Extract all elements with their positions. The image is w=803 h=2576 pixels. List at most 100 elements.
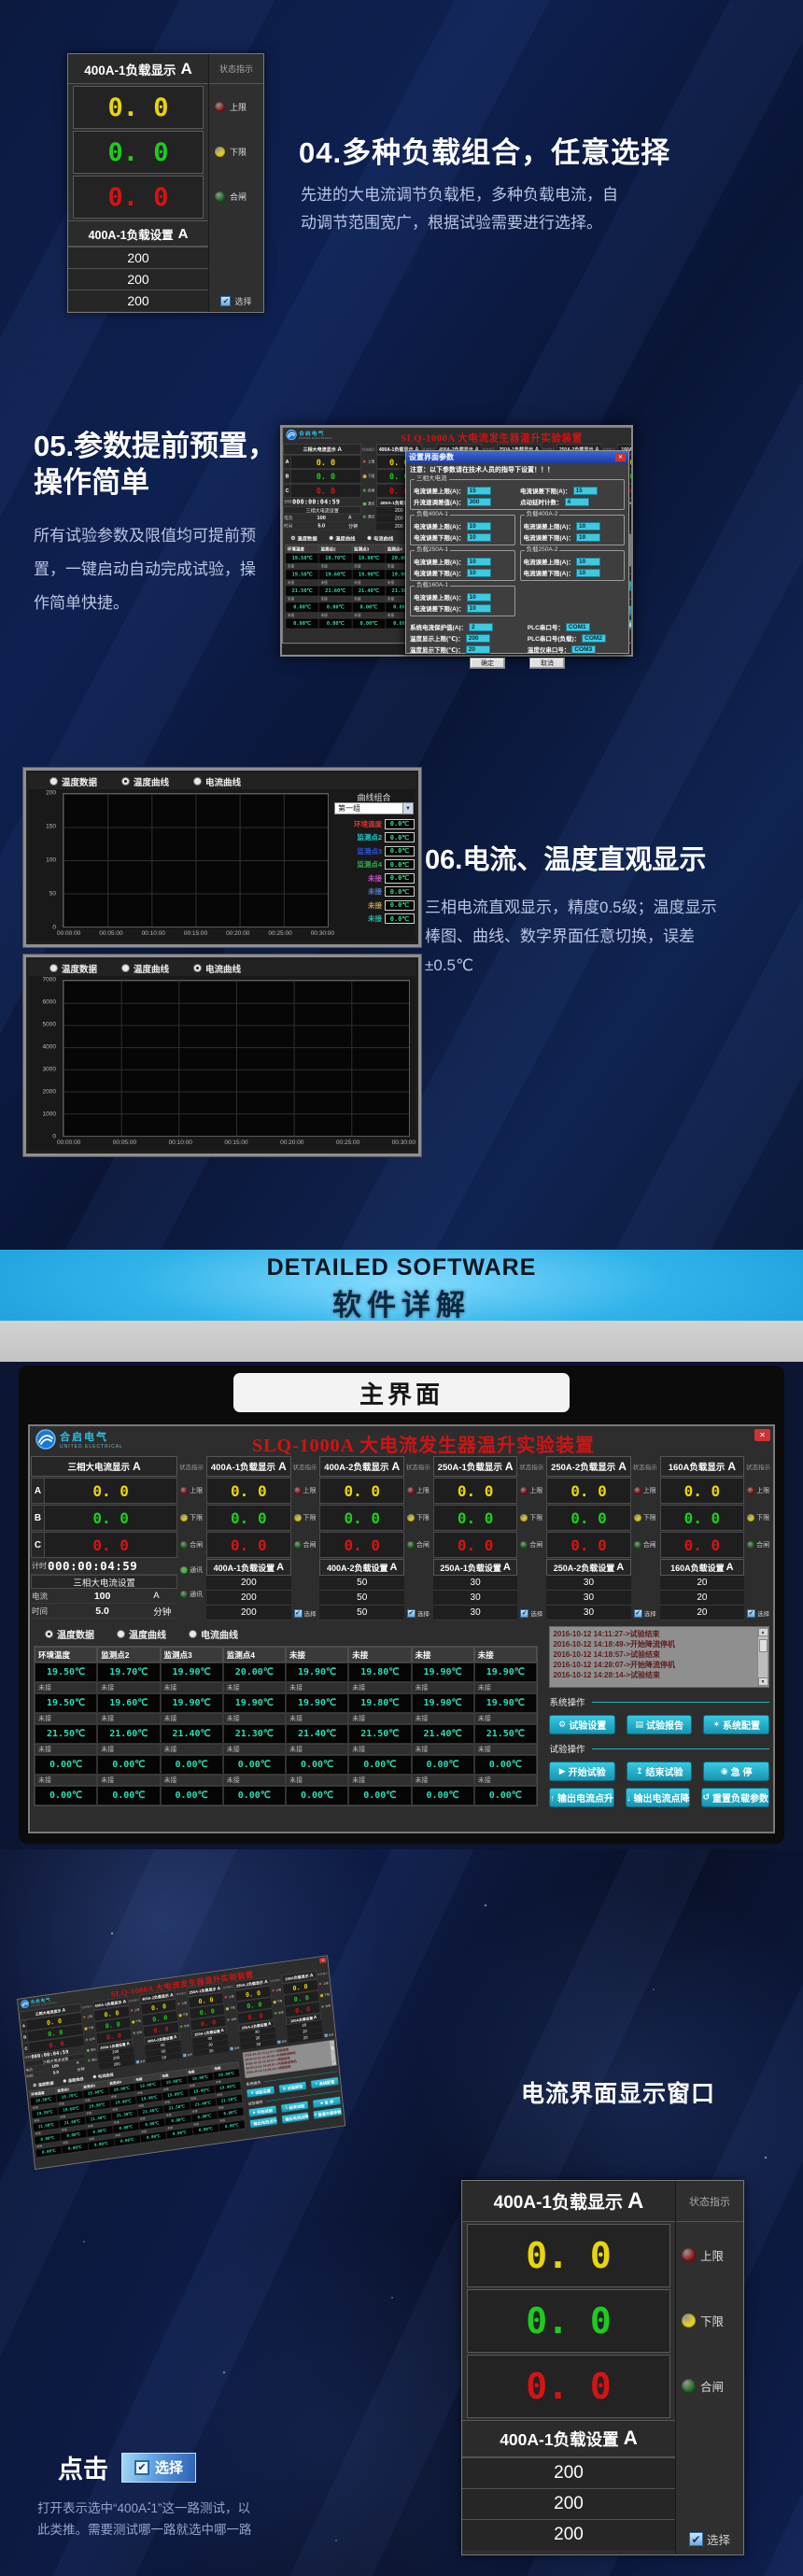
- load-setting-value[interactable]: 200: [68, 290, 208, 311]
- load-setting-value[interactable]: 200: [462, 2488, 675, 2519]
- chart-tab[interactable]: 温度数据: [49, 775, 97, 788]
- load-setting-value[interactable]: 200: [376, 522, 422, 531]
- field-value[interactable]: 10: [466, 592, 491, 602]
- scroll-up-button[interactable]: ▲: [329, 2040, 334, 2045]
- chart-tab[interactable]: 电流曲线: [193, 962, 241, 975]
- scroll-thumb[interactable]: [758, 1639, 768, 1652]
- field-value[interactable]: 10: [576, 557, 601, 566]
- view-tab[interactable]: 温度数据: [290, 534, 317, 542]
- load-setting-value[interactable]: 200: [376, 515, 422, 523]
- setting-value[interactable]: 5.0: [95, 1605, 109, 1617]
- scroll-down-button[interactable]: ▼: [331, 2060, 337, 2066]
- setting-value[interactable]: 100: [93, 1590, 111, 1602]
- load-setting-value[interactable]: 200: [206, 1576, 291, 1591]
- load-setting-value[interactable]: 200: [206, 1591, 291, 1606]
- chart-tab[interactable]: 温度曲线: [121, 962, 169, 975]
- view-tab[interactable]: 温度曲线: [329, 534, 355, 542]
- stop-test-button[interactable]: ↥结束试验: [626, 1762, 693, 1781]
- select-checkbox[interactable]: ✔: [134, 2459, 149, 2475]
- field-value[interactable]: 10: [466, 568, 491, 577]
- dialog-close-button[interactable]: ✕: [615, 453, 626, 461]
- select-checkbox[interactable]: ✔: [688, 2532, 703, 2546]
- system-config-button[interactable]: ✶ 系统配置: [310, 2076, 340, 2089]
- field-value[interactable]: 20: [465, 644, 490, 654]
- select-checkbox[interactable]: ✔: [324, 2032, 329, 2038]
- chart-tab[interactable]: 温度曲线: [121, 775, 169, 788]
- select-checkbox[interactable]: ✔: [406, 1608, 416, 1618]
- field-value[interactable]: 10: [576, 532, 601, 542]
- field-value[interactable]: COM1: [565, 622, 590, 631]
- chart-tab[interactable]: 温度数据: [49, 962, 97, 975]
- close-button[interactable]: ✕: [754, 1429, 770, 1441]
- field-value[interactable]: 4: [564, 497, 589, 506]
- select-checkbox[interactable]: ✔: [633, 1608, 642, 1618]
- load-setting-value[interactable]: 200: [68, 268, 208, 290]
- test-report-button[interactable]: ▤试验报告: [278, 2081, 307, 2094]
- test-settings-button[interactable]: ⚙试验设置: [549, 1715, 615, 1734]
- event-log[interactable]: 2016-10-12 14:11:27->试验结束 2016-10-12 14:1…: [549, 1626, 769, 1688]
- field-value[interactable]: 15: [572, 486, 598, 495]
- load-setting-value[interactable]: 200: [376, 506, 422, 516]
- scroll-thumb[interactable]: [330, 2045, 335, 2052]
- select-checkbox[interactable]: ✔: [747, 1608, 756, 1618]
- setting-value[interactable]: 5.0: [317, 522, 326, 529]
- reset-load-params-button[interactable]: ↺ 重置负载参数: [701, 1788, 769, 1807]
- scrollbar[interactable]: ▲ ▼: [757, 1628, 768, 1686]
- view-tab[interactable]: 电流曲线: [367, 534, 393, 542]
- field-value[interactable]: 10: [466, 603, 491, 613]
- load-setting-value[interactable]: 200: [68, 247, 208, 268]
- chart-tab[interactable]: 电流曲线: [193, 775, 241, 788]
- current-step-down-button[interactable]: ↓输出电流点降: [625, 1788, 691, 1807]
- load-setting-value[interactable]: 30: [432, 1576, 518, 1591]
- load-setting-value[interactable]: 50: [319, 1576, 404, 1591]
- select-checkbox[interactable]: ✔: [135, 2059, 140, 2064]
- load-setting-value[interactable]: 20: [659, 1591, 745, 1606]
- field-value[interactable]: 10: [466, 521, 491, 531]
- test-report-button[interactable]: ▤试验报告: [626, 1715, 693, 1734]
- system-config-button[interactable]: ✶ 系统配置: [703, 1715, 769, 1734]
- load-setting-value[interactable]: 200: [462, 2519, 675, 2550]
- load-setting-value[interactable]: 50: [319, 1591, 404, 1606]
- load-setting-value[interactable]: 20: [659, 1576, 745, 1591]
- emergency-stop-button[interactable]: ◉ 急 停: [312, 2096, 342, 2109]
- start-test-button[interactable]: ▶开始试验: [248, 2105, 277, 2117]
- current-step-up-button[interactable]: ↑输出电流点升: [549, 1788, 614, 1807]
- load-setting-value[interactable]: 50: [319, 1606, 404, 1621]
- close-button[interactable]: ✕: [318, 1957, 327, 1964]
- select-checkbox[interactable]: ✔: [220, 296, 232, 306]
- field-value[interactable]: COM3: [571, 644, 597, 654]
- current-step-down-button[interactable]: ↓输出电流点降: [281, 2111, 310, 2124]
- field-value[interactable]: 2: [469, 622, 494, 631]
- load-setting-value[interactable]: 30: [432, 1606, 518, 1621]
- select-option-image[interactable]: ✔ 选择: [121, 2452, 196, 2483]
- select-checkbox[interactable]: ✔: [182, 2053, 187, 2058]
- field-value[interactable]: 10: [466, 532, 491, 542]
- field-value[interactable]: COM2: [582, 633, 607, 643]
- load-setting-value[interactable]: 20: [659, 1606, 745, 1621]
- field-value[interactable]: 15: [466, 486, 491, 495]
- select-checkbox[interactable]: ✔: [276, 2040, 281, 2045]
- select-checkbox[interactable]: ✔: [293, 1608, 303, 1618]
- field-value[interactable]: 10: [576, 521, 601, 531]
- field-value[interactable]: 200: [465, 633, 490, 643]
- reset-load-params-button[interactable]: ↺ 重置负载参数: [313, 2107, 343, 2120]
- stop-test-button[interactable]: ↥结束试验: [280, 2101, 309, 2114]
- ok-button[interactable]: 确定: [470, 658, 505, 669]
- load-setting-value[interactable]: 200: [206, 1606, 291, 1621]
- select-checkbox[interactable]: ✔: [230, 2046, 234, 2051]
- view-tab[interactable]: 温度数据: [45, 1627, 94, 1641]
- field-value[interactable]: 10: [466, 557, 491, 566]
- select-checkbox[interactable]: ✔: [520, 1608, 529, 1618]
- load-setting-value[interactable]: 30: [432, 1591, 518, 1606]
- test-settings-button[interactable]: ⚙试验设置: [247, 2086, 275, 2099]
- view-tab[interactable]: 温度曲线: [117, 1627, 166, 1641]
- cancel-button[interactable]: 取消: [529, 658, 565, 669]
- start-test-button[interactable]: ▶开始试验: [549, 1762, 615, 1781]
- view-tab[interactable]: 电流曲线: [189, 1627, 238, 1641]
- scroll-up-button[interactable]: ▲: [757, 1628, 768, 1636]
- setting-value[interactable]: 100: [317, 515, 326, 521]
- scroll-down-button[interactable]: ▼: [757, 1677, 768, 1686]
- load-setting-value[interactable]: 30: [546, 1606, 631, 1621]
- load-setting-value[interactable]: 30: [546, 1576, 631, 1591]
- load-setting-value[interactable]: 200: [462, 2457, 675, 2488]
